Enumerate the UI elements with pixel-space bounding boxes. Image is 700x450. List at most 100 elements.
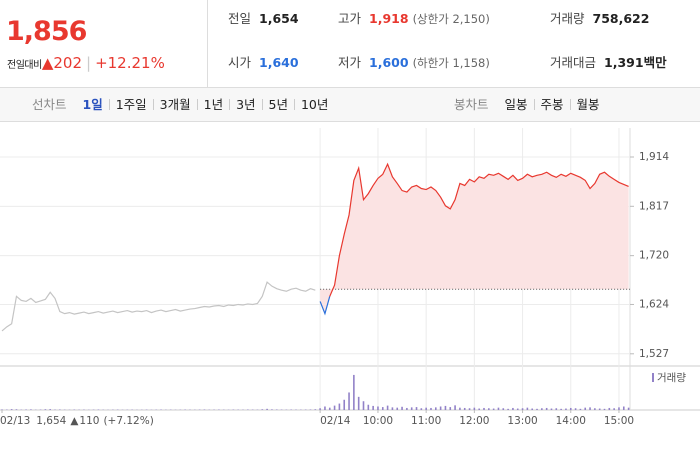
volume-bar <box>521 408 524 410</box>
volume-bar <box>459 407 461 410</box>
period-tab[interactable]: 일봉 <box>504 97 528 112</box>
prev-change-pct: (+7.12%) <box>103 415 153 427</box>
volume-bar <box>478 408 480 410</box>
change-row: 전일대비▲202 | +12.21% <box>7 54 165 72</box>
prev-close: 1,654 <box>36 415 66 427</box>
volume-bar <box>357 396 360 410</box>
volume-bar <box>473 407 476 410</box>
volume-bar <box>367 404 370 410</box>
period-tabs: 선차트 1일 1주일 3개월 1년 3년 5년 10년 봉차트 일봉 주봉 월봉 <box>0 88 700 122</box>
volume-bar <box>391 407 394 410</box>
stat-note: (하한가 1,158) <box>412 56 490 70</box>
stat: 거래대금 1,391백만 <box>550 52 667 71</box>
period-tab[interactable]: 주봉 <box>533 98 570 111</box>
change-pct: +12.21% <box>95 54 165 72</box>
volume-bar <box>589 407 591 410</box>
period-tab[interactable]: 3년 <box>229 98 261 111</box>
period-tab[interactable]: 3개월 <box>152 98 197 111</box>
volume-bar <box>338 403 341 410</box>
volume-bar <box>420 408 423 410</box>
stat-label: 전일 <box>228 11 252 26</box>
price: 1,856 <box>6 16 87 47</box>
volume-bar <box>275 409 278 410</box>
period-tab[interactable]: 월봉 <box>569 98 606 111</box>
volume-bar <box>203 409 206 410</box>
volume-bar <box>555 408 558 410</box>
stat-unit: 백만 <box>643 55 667 70</box>
volume-bar <box>526 407 529 410</box>
stat-label: 거래량 <box>550 11 585 26</box>
y-tick-label: 1,914 <box>639 151 669 163</box>
period-tab[interactable]: 5년 <box>261 98 294 111</box>
prev-change: 110 <box>79 415 99 427</box>
volume-bar <box>439 406 442 410</box>
volume-bar <box>425 407 427 410</box>
volume-bar <box>536 408 538 410</box>
y-tick-label: 1,624 <box>639 298 669 310</box>
tab-group-label: 선차트 <box>32 97 67 112</box>
volume-bar <box>266 408 268 410</box>
volume-bar <box>579 408 582 410</box>
volume-bar <box>569 407 572 410</box>
stat: 고가 1,918 (상한가 2,150) <box>338 8 490 27</box>
price-box: 1,856 전일대비▲202 | +12.21% <box>0 0 208 88</box>
volume-bar <box>512 407 514 410</box>
stat-label: 거래대금 <box>550 55 597 70</box>
volume-bar <box>410 407 413 410</box>
volume-bar <box>415 407 418 410</box>
stat-note: (상한가 2,150) <box>412 12 490 26</box>
volume-bar <box>333 405 336 410</box>
volume-bar <box>348 392 350 410</box>
volume-bar <box>483 407 485 410</box>
chart: 1,527 1,624 1,720 1,817 1,914 02/13 1,654 ▲ 110 (… <box>0 128 700 427</box>
period-tab[interactable]: 1일 <box>82 97 103 112</box>
volume-bar <box>560 408 562 410</box>
volume-bar <box>25 409 27 410</box>
volume-bar <box>603 408 606 410</box>
volume-bar <box>377 406 379 410</box>
stat: 거래량 758,622 <box>550 8 649 27</box>
period-tab[interactable]: 1년 <box>196 98 229 111</box>
volume-bar <box>381 407 384 410</box>
area <box>320 164 629 314</box>
stat: 저가 1,600 (하한가 1,158) <box>338 52 490 71</box>
volume-bar <box>1 409 3 410</box>
volume-bar <box>594 408 596 410</box>
volume-bar <box>488 408 490 410</box>
volume-bar <box>541 408 543 410</box>
stat-value: 1,640 <box>259 55 299 70</box>
volume-bar <box>608 407 611 410</box>
stat-value: 1,654 <box>259 11 299 26</box>
volume-bar <box>468 408 471 410</box>
volume-bar <box>15 409 18 410</box>
tab-group-label: 봉차트 <box>454 97 489 112</box>
volume-bar <box>622 406 625 410</box>
volume-bar <box>343 399 346 410</box>
volume-bar <box>497 407 500 410</box>
stat: 전일 1,654 <box>228 8 299 27</box>
period-tab[interactable]: 10년 <box>293 98 334 111</box>
x-tick-label: 11:00 <box>411 415 441 427</box>
price-line <box>1 281 316 332</box>
volume-bar <box>516 408 519 410</box>
x-tick-label: 12:00 <box>459 415 489 427</box>
stat: 시가 1,640 <box>228 52 299 71</box>
volume-bar <box>314 409 317 410</box>
y-tick-label: 1,817 <box>639 200 669 212</box>
x-tick-label: 14:00 <box>556 415 586 427</box>
volume-bar <box>386 405 389 410</box>
volume-bar <box>598 408 601 410</box>
prev-arrow: ▲ <box>70 415 79 427</box>
period-tab[interactable]: 1주일 <box>108 98 153 111</box>
volume-bar <box>444 405 447 410</box>
stat-label: 시가 <box>228 55 252 70</box>
x-tick-label: 15:00 <box>604 415 634 427</box>
volume-bar <box>618 407 620 410</box>
volume-bar <box>545 407 548 410</box>
volume-bar <box>502 408 505 410</box>
volume-bar <box>406 407 408 410</box>
x-tick-label: 02/13 <box>0 415 30 427</box>
volume-bar <box>271 409 273 410</box>
volume-bar <box>435 407 437 410</box>
line-tabs: 선차트 1일 1주일 3개월 1년 3년 5년 10년 <box>26 88 334 121</box>
